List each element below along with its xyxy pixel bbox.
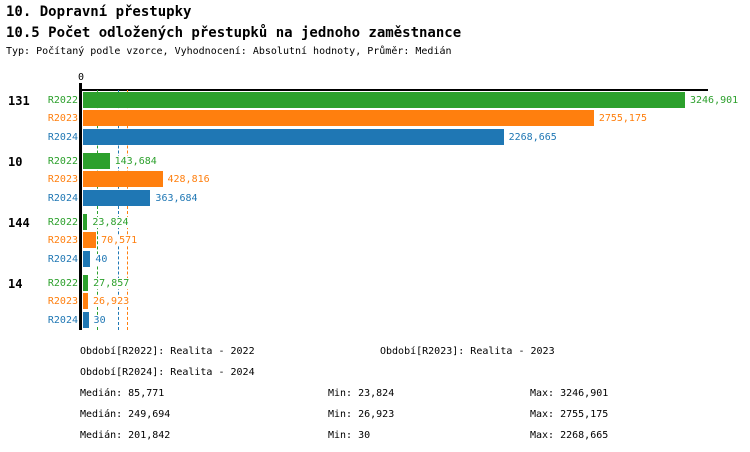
series-row-label: R2022 [47, 278, 78, 289]
series-row-label: R2024 [47, 253, 78, 265]
page-title: 10. Dopravní přestupky [6, 4, 192, 20]
median-line-r2023 [127, 90, 129, 330]
group-label: 14 [8, 277, 23, 291]
bar-r2022 [83, 92, 685, 108]
bar-value-label: 27,857 [92, 278, 131, 289]
median-line-r2022 [96, 90, 98, 330]
stat-median-r2022: Medián: 85,771 [80, 388, 165, 399]
bar-r2022 [83, 153, 110, 169]
bar-chart-area: 0 131 R2022 3246,901 R2023 2755,175 R2024 2268… [8, 72, 740, 330]
bar-value-label: 143,684 [113, 156, 158, 167]
series-row-label: R2023 [47, 113, 78, 125]
indicator-title: 10.5 Počet odložených přestupků na jedno… [6, 25, 462, 41]
bar-value-label: 70,571 [100, 235, 139, 247]
bar-r2024 [83, 189, 151, 206]
bar-r2024 [83, 311, 89, 328]
bar-value-label: 2755,175 [597, 113, 648, 125]
bar-r2023 [83, 110, 594, 127]
bar-value-label: 40 [94, 253, 109, 265]
series-row-label: R2023 [47, 296, 78, 308]
stat-max-r2024: Max: 2268,665 [530, 430, 609, 441]
bar-value-label: 30 [92, 314, 107, 326]
bar-r2023 [83, 232, 97, 249]
x-axis-line [81, 89, 708, 91]
bar-r2022 [83, 214, 88, 230]
bar-value-label: 23,824 [91, 217, 130, 228]
median-line-r2024 [118, 90, 120, 330]
series-row-label: R2023 [47, 235, 78, 247]
y-axis-line [79, 83, 82, 330]
bar-r2023 [83, 293, 88, 310]
series-row-label: R2023 [47, 174, 78, 186]
bar-r2022 [83, 275, 89, 291]
bar-r2024 [83, 128, 504, 145]
stat-max-r2023: Max: 2755,175 [530, 409, 609, 420]
stat-min-r2023: Min: 26,923 [328, 409, 395, 420]
stat-median-r2023: Medián: 249,694 [80, 409, 171, 420]
series-row-label: R2022 [47, 156, 78, 167]
stat-min-r2024: Min: 30 [328, 430, 371, 441]
bar-value-label: 3246,901 [689, 95, 740, 106]
indicator-meta: Typ: Počítaný podle vzorce, Vyhodnocení:… [6, 46, 452, 57]
group-label: 144 [8, 216, 30, 230]
bar-value-label: 26,923 [91, 296, 131, 308]
group-label: 10 [8, 155, 23, 169]
series-row-label: R2024 [47, 314, 78, 326]
stat-median-r2024: Medián: 201,842 [80, 430, 171, 441]
series-row-label: R2022 [47, 95, 78, 106]
series-row-label: R2024 [47, 131, 78, 143]
stat-max-r2022: Max: 3246,901 [530, 388, 609, 399]
bar-r2023 [83, 171, 163, 188]
stat-min-r2022: Min: 23,824 [328, 388, 395, 399]
legend-series-r2022: Období[R2022]: Realita - 2022 [80, 346, 255, 357]
axis-zero-label: 0 [77, 72, 85, 83]
bar-value-label: 2268,665 [507, 131, 558, 143]
legend-series-r2023: Období[R2023]: Realita - 2023 [380, 346, 555, 357]
bar-value-label: 363,684 [154, 192, 199, 204]
series-row-label: R2022 [47, 217, 78, 228]
legend-series-r2024: Období[R2024]: Realita - 2024 [80, 367, 255, 378]
series-row-label: R2024 [47, 192, 78, 204]
group-label: 131 [8, 94, 30, 108]
bar-r2024 [83, 250, 91, 267]
bar-value-label: 428,816 [166, 174, 211, 186]
